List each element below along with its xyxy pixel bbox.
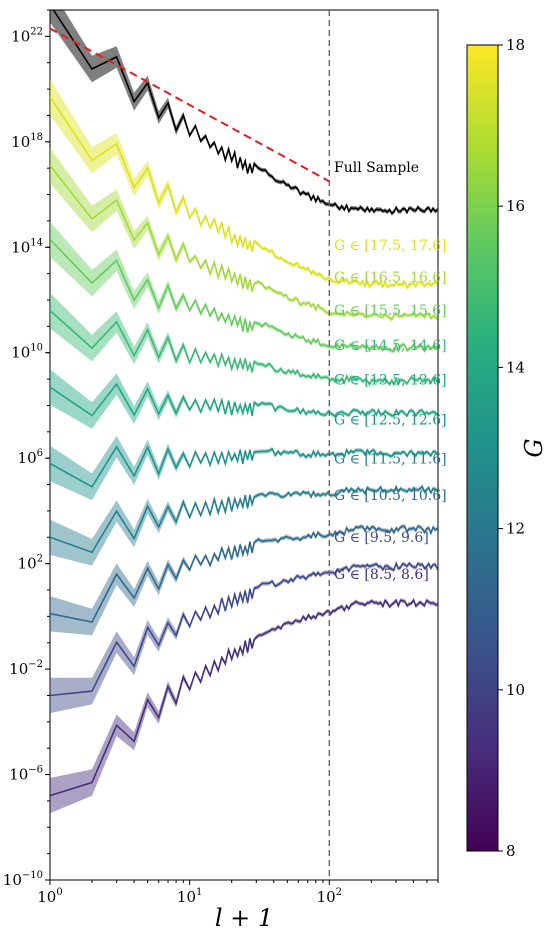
series-1-line: [50, 96, 438, 290]
colorbar-tick-label-2: 12: [506, 520, 525, 538]
series-10-line: [50, 598, 438, 797]
series-4: [50, 292, 438, 387]
colorbar-gradient: [466, 44, 499, 852]
series-label-7: G ∈ [11.5, 11.6]: [334, 451, 447, 467]
series-7-line: [50, 484, 438, 554]
y-axis: 10−10 10−6 10−2 102 106 1010 1014 1018 1022: [3, 9, 50, 889]
x-axis-label: l + 1: [215, 904, 273, 932]
series-8: [50, 524, 438, 636]
series-label-0: Full Sample: [334, 160, 419, 176]
colorbar-tick-label-5: 18: [506, 36, 525, 54]
series-2: [50, 147, 438, 322]
y-tick-label-5: 1010: [11, 343, 43, 362]
series-label-8: G ∈ [10.5, 10.6]: [334, 488, 447, 504]
y-tick-label-7: 1018: [11, 132, 43, 151]
series-5-line: [50, 382, 438, 417]
series-9-line: [50, 560, 438, 697]
y-tick-label-2: 10−2: [9, 659, 43, 678]
colorbar-tick-label-3: 14: [506, 358, 525, 376]
colorbar-tick-label-4: 16: [506, 197, 525, 215]
series-5-band: [50, 369, 438, 429]
series-1: [50, 79, 438, 291]
series-9: [50, 560, 438, 714]
colorbar-tick-label-0: 8: [506, 842, 516, 860]
x-axis: 100 101 102: [37, 880, 439, 906]
colorbar-ticks: 8 10 12 14 16 18: [498, 36, 525, 860]
x-tick-label-1: 101: [177, 887, 202, 906]
series-label-9: G ∈ [9.5, 9.6]: [334, 530, 429, 546]
y-tick-label-0: 10−10: [3, 870, 43, 889]
series-label-5: G ∈ [13.5, 13.6]: [334, 372, 447, 388]
y-tick-label-6: 1014: [11, 237, 43, 256]
series-6: [50, 436, 438, 501]
series-label-3: G ∈ [15.5, 15.6]: [334, 303, 447, 319]
series-label-10: G ∈ [8.5, 8.6]: [334, 567, 429, 583]
series-2-line: [50, 165, 438, 321]
series-0-band: [50, 10, 438, 216]
y-tick-label-3: 102: [18, 554, 43, 573]
colorbar: 8 10 12 14 16 18 G: [466, 36, 548, 860]
series-8-line: [50, 525, 438, 623]
series-10: [50, 597, 438, 814]
series-5: [50, 369, 438, 429]
series-label-2: G ∈ [16.5, 16.6]: [334, 270, 447, 286]
plot-frame: [49, 9, 439, 881]
y-tick-label-8: 1022: [11, 26, 43, 45]
series-label-4: G ∈ [14.5, 14.6]: [334, 338, 447, 354]
series-label-1: G ∈ [17.5, 17.6]: [334, 238, 447, 254]
series-9-band: [50, 561, 438, 714]
x-tick-label-2: 102: [317, 887, 342, 906]
colorbar-label: G: [520, 438, 548, 457]
series-10-band: [50, 597, 438, 814]
series-7: [50, 484, 438, 566]
series-0-line: [52, 10, 438, 215]
series-8-band: [50, 524, 438, 636]
x-tick-label-0: 100: [37, 887, 62, 906]
y-tick-label-1: 10−6: [9, 765, 43, 784]
series-labels: Full Sample G ∈ [17.5, 17.6] G ∈ [16.5, 16…: [334, 160, 447, 583]
series-4-band: [50, 292, 438, 387]
series-3-line: [50, 238, 438, 354]
series-6-line: [50, 445, 438, 488]
series-7-band: [50, 484, 438, 566]
colorbar-tick-label-1: 10: [506, 681, 525, 699]
series-label-6: G ∈ [12.5, 12.6]: [334, 413, 447, 429]
series-4-line: [50, 309, 438, 387]
series-3: [50, 221, 438, 354]
y-tick-label-4: 106: [18, 448, 43, 467]
series-layer: [50, 10, 438, 880]
plot-area: Full Sample G ∈ [17.5, 17.6] G ∈ [16.5, 16…: [49, 9, 447, 881]
series-6-band: [50, 436, 438, 501]
series-0: [50, 10, 438, 216]
reference-power-law-line: [50, 27, 330, 183]
